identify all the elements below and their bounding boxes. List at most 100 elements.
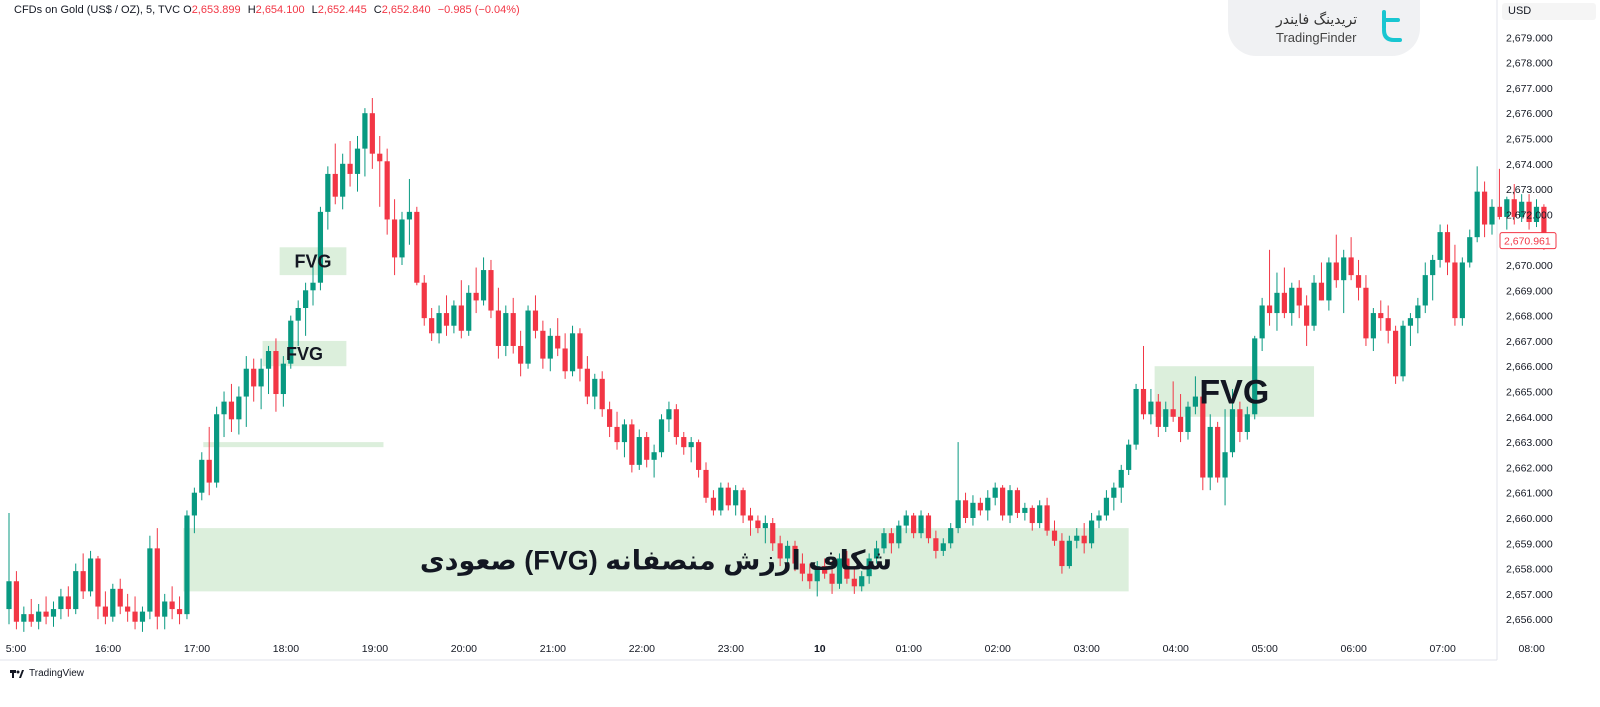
candle-body: [169, 601, 175, 610]
candle-body: [206, 459, 212, 483]
candle-body: [310, 282, 316, 291]
candle-body: [58, 596, 64, 610]
candle-body: [13, 581, 20, 622]
x-tick-label: 20:00: [451, 643, 477, 655]
candle-body: [888, 533, 894, 544]
candle-body: [414, 211, 420, 283]
candle-body: [1333, 262, 1339, 281]
candle-body: [354, 148, 361, 174]
last-price-tag: [1499, 232, 1557, 250]
candle-body: [1430, 259, 1436, 276]
candle-body: [1029, 507, 1035, 524]
candle-body: [621, 424, 628, 443]
y-tick-label: 2,677.000: [1506, 83, 1553, 95]
candle-body: [1000, 487, 1006, 516]
candle-body: [1459, 262, 1465, 319]
candle-body: [110, 588, 116, 617]
candle-body: [466, 292, 472, 331]
candle-body: [733, 490, 739, 506]
candle-body: [666, 409, 672, 420]
candle-body: [1088, 520, 1095, 544]
candle-body: [280, 363, 286, 395]
close-label: C: [373, 4, 382, 16]
candle-body: [1103, 497, 1110, 516]
y-tick-label: 2,672.000: [1506, 209, 1553, 221]
candle-body: [1140, 388, 1147, 415]
candle-body: [65, 596, 71, 610]
candle-body: [1407, 318, 1414, 326]
y-tick-label: 2,675.000: [1506, 134, 1553, 146]
candle-body: [859, 576, 865, 587]
y-tick-label: 2,662.000: [1506, 462, 1553, 474]
candle-body: [1511, 199, 1517, 217]
candle-body: [303, 290, 309, 309]
candle-body: [236, 396, 242, 420]
candle-body: [1393, 330, 1399, 377]
candle-body: [228, 401, 235, 420]
candle-body: [251, 368, 257, 387]
candle-body: [592, 378, 598, 397]
tradingview-footer[interactable]: TradingView: [10, 668, 84, 679]
x-tick-label: 5:00: [6, 643, 27, 655]
candle-body: [911, 515, 917, 534]
last-price-label: 2,670.961: [1504, 236, 1551, 248]
x-tick-label: 19:00: [362, 643, 388, 655]
brand-name-fa: تریدینگ فایندر: [1276, 12, 1358, 28]
currency-label[interactable]: USD: [1502, 3, 1596, 20]
candle-body: [1467, 237, 1473, 263]
candle-body: [955, 500, 961, 529]
candle-body: [784, 545, 791, 559]
high-label: H: [247, 4, 256, 16]
candle-body: [391, 219, 398, 258]
candle-body: [1526, 201, 1532, 222]
candle-body: [569, 333, 576, 372]
candle-body: [1111, 487, 1117, 498]
candle-body: [80, 571, 86, 592]
candle-body: [896, 525, 902, 544]
candle-body: [948, 528, 954, 544]
candle-body: [1066, 540, 1072, 567]
x-tick-label: 18:00: [273, 643, 299, 655]
candle-body: [629, 424, 635, 465]
candle-body: [1244, 414, 1250, 432]
candle-body: [710, 497, 717, 511]
open-value: 2,653.899: [191, 4, 241, 16]
candle-body: [532, 310, 539, 331]
candle-body: [822, 566, 828, 574]
high-value: 2,654.100: [255, 4, 305, 16]
y-tick-label: 2,656.000: [1506, 614, 1553, 626]
candle-body: [1274, 292, 1280, 314]
candle-body: [658, 419, 665, 453]
change-value: −0.985 (−0.04%): [437, 4, 520, 16]
fvg-label: FVG: [1199, 374, 1269, 412]
candle-body: [50, 609, 57, 617]
candle-body: [1370, 313, 1376, 339]
candle-body: [777, 543, 783, 559]
candle-body: [1200, 396, 1206, 478]
candle-body: [1504, 199, 1510, 217]
candle-body: [1385, 318, 1391, 331]
candle-body: [703, 469, 709, 498]
candle-body: [362, 113, 368, 149]
candle-body: [1207, 426, 1213, 478]
candle-body: [1355, 275, 1362, 288]
x-tick-label: 03:00: [1074, 643, 1100, 655]
candle-body: [1281, 292, 1287, 314]
candle-body: [1304, 305, 1310, 326]
x-tick-label: 01:00: [896, 643, 922, 655]
candle-body: [747, 515, 754, 521]
candle-body: [903, 515, 909, 526]
candle-body: [1170, 409, 1176, 417]
x-tick-label: 23:00: [718, 643, 744, 655]
candle-body: [377, 153, 383, 162]
candle-body: [770, 523, 776, 544]
candle-body: [384, 161, 390, 220]
candle-body: [540, 330, 546, 359]
candle-body: [295, 308, 301, 321]
candle-body: [1185, 406, 1191, 432]
candle-body: [1237, 409, 1243, 432]
y-tick-label: 2,678.000: [1506, 58, 1553, 70]
candle-body: [214, 414, 220, 483]
